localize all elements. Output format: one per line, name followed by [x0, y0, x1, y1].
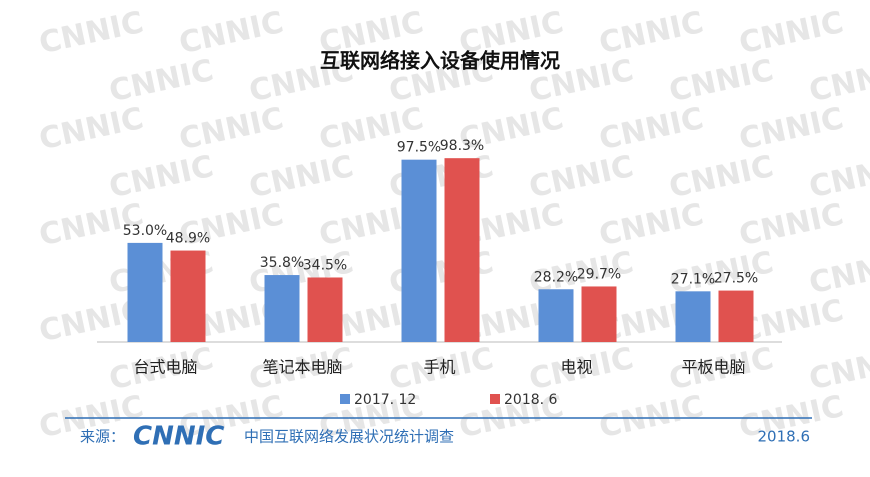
watermark: CNNIC: [736, 197, 846, 253]
bar: [264, 275, 300, 342]
bar: [307, 277, 343, 342]
bar: [581, 286, 617, 342]
value-label: 34.5%: [303, 257, 347, 273]
value-label: 98.3%: [440, 138, 484, 154]
watermark: CNNIC: [176, 5, 286, 61]
chart-title: 互联网络接入设备使用情况: [320, 49, 560, 73]
legend-swatch: [340, 394, 350, 404]
x-tick-label: 手机: [423, 358, 455, 377]
value-label: 28.2%: [534, 269, 578, 285]
watermark: CNNIC: [666, 53, 776, 109]
value-label: 97.5%: [397, 140, 441, 156]
value-label: 53.0%: [123, 223, 167, 239]
x-tick-label: 电视: [560, 358, 592, 377]
value-label: 35.8%: [260, 255, 304, 271]
bar: [170, 250, 206, 342]
value-label: 27.1%: [671, 271, 715, 287]
watermark: CNNIC: [736, 101, 846, 157]
watermark: CNNIC: [736, 5, 846, 61]
watermark: CNNIC: [246, 149, 356, 205]
bar: [718, 290, 754, 342]
watermark: CNNIC: [596, 389, 706, 445]
watermark: CNNIC: [36, 5, 146, 61]
bar: [401, 159, 437, 342]
bar: [538, 289, 574, 342]
bar: [444, 158, 480, 342]
date: 2018.6: [758, 428, 811, 446]
value-label: 48.9%: [166, 231, 210, 247]
legend-label: 2018. 6: [504, 392, 558, 408]
source-label: 来源：: [80, 428, 125, 446]
x-tick-label: 笔记本电脑: [262, 358, 342, 377]
x-tick-label: 台式电脑: [133, 358, 197, 377]
bar: [675, 291, 711, 342]
watermark: CNNIC: [596, 101, 706, 157]
value-label: 27.5%: [714, 271, 758, 287]
source: 中国互联网络发展状况统计调查: [244, 428, 454, 446]
watermark: CNNIC: [596, 197, 706, 253]
watermark: CNNIC: [666, 149, 776, 205]
legend-label: 2017. 12: [354, 392, 416, 408]
x-tick-label: 平板电脑: [681, 358, 745, 377]
logo: CNNIC: [133, 422, 224, 452]
watermark: CNNIC: [596, 5, 706, 61]
watermark: CNNIC: [106, 149, 216, 205]
watermark: CNNIC: [36, 101, 146, 157]
watermark: CNNIC: [106, 53, 216, 109]
watermark: CNNIC: [176, 101, 286, 157]
bar: [127, 242, 163, 342]
legend-swatch: [490, 394, 500, 404]
watermark: CNNIC: [526, 149, 636, 205]
value-label: 29.7%: [577, 266, 621, 282]
